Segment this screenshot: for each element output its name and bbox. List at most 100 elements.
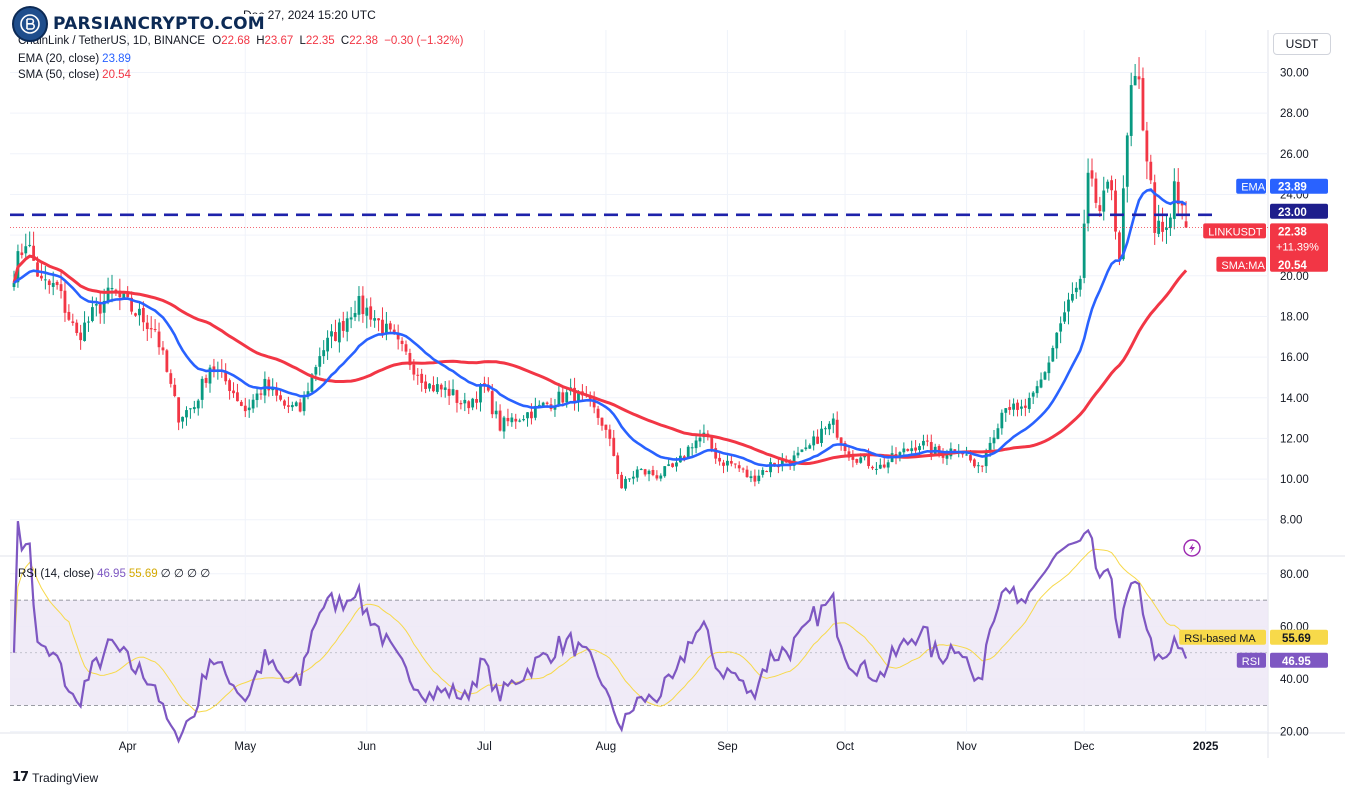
candle-body bbox=[435, 384, 439, 392]
rsi-ma-value: 55.69 bbox=[1282, 633, 1311, 645]
candle-body bbox=[812, 436, 816, 446]
price-tick-label: 18.00 bbox=[1280, 311, 1309, 323]
candle-body bbox=[675, 462, 678, 467]
candle-body bbox=[969, 455, 972, 461]
candle-body bbox=[635, 469, 639, 478]
candle-body bbox=[859, 457, 863, 463]
candle-body bbox=[592, 398, 596, 408]
candle-body bbox=[729, 461, 733, 464]
ema-20-line bbox=[13, 188, 1187, 468]
candle-body bbox=[173, 384, 177, 396]
candle-body bbox=[800, 449, 804, 452]
candle-body bbox=[663, 466, 667, 477]
candle-body bbox=[287, 405, 290, 407]
candle-body bbox=[863, 455, 867, 458]
candle-body bbox=[620, 474, 623, 489]
candle-body bbox=[1004, 408, 1008, 413]
level-value: 23.00 bbox=[1278, 207, 1307, 219]
candle-body bbox=[741, 468, 745, 470]
candle-body bbox=[518, 420, 522, 422]
candle-body bbox=[1063, 312, 1066, 322]
candle-body bbox=[965, 454, 968, 456]
candle-body bbox=[83, 322, 86, 341]
candle-body bbox=[59, 284, 63, 292]
candle-body bbox=[820, 428, 823, 443]
rsi-ma-label: RSI-based MA bbox=[1184, 633, 1256, 645]
candle-body bbox=[1121, 188, 1125, 260]
candle-body bbox=[769, 462, 772, 473]
candle-body bbox=[1051, 347, 1055, 362]
candle-body bbox=[1137, 76, 1141, 80]
candle-body bbox=[28, 244, 32, 246]
ema-legend[interactable]: EMA (20, close) 23.89 bbox=[18, 53, 131, 65]
last-price-label-tag bbox=[1203, 223, 1266, 239]
candle-body bbox=[710, 437, 714, 449]
candle-body bbox=[1055, 332, 1059, 349]
candle-body bbox=[279, 395, 282, 400]
candle-body bbox=[796, 452, 800, 456]
candle-body bbox=[882, 464, 886, 468]
candle-body bbox=[988, 442, 992, 452]
candle-body bbox=[236, 392, 239, 402]
candle-body bbox=[722, 462, 725, 466]
candle-body bbox=[479, 384, 482, 403]
candle-body bbox=[55, 281, 59, 286]
symbol-legend[interactable]: ChainLink / TetherUS, 1D, BINANCE O22.68… bbox=[18, 35, 463, 47]
symbol-pair: ChainLink / TetherUS, 1D, BINANCE bbox=[18, 35, 206, 47]
time-tick-label: Jul bbox=[477, 741, 492, 753]
candle-body bbox=[1110, 180, 1113, 191]
candle-body bbox=[545, 402, 549, 404]
candle-body bbox=[1129, 85, 1133, 136]
lightning-icon-ring bbox=[1183, 539, 1201, 557]
candle-body bbox=[181, 416, 184, 422]
rsi-ma-line bbox=[13, 548, 1187, 713]
candle-body bbox=[388, 323, 392, 330]
candle-body bbox=[871, 466, 874, 469]
candle-body bbox=[1172, 181, 1176, 219]
candle-body bbox=[349, 317, 353, 320]
change-value: −0.30 (−1.32%) bbox=[384, 35, 464, 47]
price-tick-label: 8.00 bbox=[1280, 515, 1302, 527]
candle-body bbox=[506, 417, 510, 422]
candle-body bbox=[490, 391, 494, 415]
candle-body bbox=[996, 428, 1000, 439]
candle-body bbox=[365, 307, 369, 316]
last-price-change: +11.39% bbox=[1276, 241, 1319, 253]
candle-body bbox=[1133, 75, 1137, 86]
candle-body bbox=[1106, 181, 1110, 189]
candle-body bbox=[212, 366, 216, 372]
candle-body bbox=[898, 452, 902, 458]
currency-selector[interactable]: USDT bbox=[1273, 33, 1331, 55]
candle-body bbox=[526, 412, 529, 419]
candle-body bbox=[298, 402, 302, 412]
time-tick-label: Aug bbox=[596, 741, 616, 753]
candle-body bbox=[259, 393, 263, 395]
time-tick-label: Jun bbox=[358, 741, 377, 753]
sma-legend[interactable]: SMA (50, close) 20.54 bbox=[18, 69, 131, 81]
candle-body bbox=[341, 320, 345, 331]
watermark-text: PARSIANCRYPTO.COM bbox=[50, 14, 268, 34]
candle-body bbox=[134, 313, 137, 316]
candle-body bbox=[275, 388, 279, 396]
time-tick-label: 2025 bbox=[1193, 741, 1219, 753]
candle-body bbox=[851, 456, 855, 460]
candle-body bbox=[577, 392, 580, 403]
candle-body bbox=[745, 469, 749, 478]
candle-body bbox=[639, 469, 643, 471]
tradingview-brand[interactable]: 17 TradingView bbox=[12, 770, 98, 785]
candle-body bbox=[377, 318, 380, 321]
candle-body bbox=[616, 455, 620, 475]
candle-body bbox=[79, 332, 83, 341]
candle-body bbox=[980, 465, 984, 467]
candle-body bbox=[596, 408, 600, 418]
candle-body bbox=[471, 398, 475, 408]
rsi-value: 46.95 bbox=[1282, 656, 1311, 668]
candle-body bbox=[878, 464, 882, 469]
rsi-legend[interactable]: RSI (14, close) 46.95 55.69 ∅ ∅ ∅ ∅ bbox=[18, 566, 210, 580]
candle-body bbox=[608, 429, 612, 439]
candle-body bbox=[918, 446, 921, 451]
candle-body bbox=[839, 437, 843, 444]
candle-body bbox=[1149, 161, 1153, 181]
